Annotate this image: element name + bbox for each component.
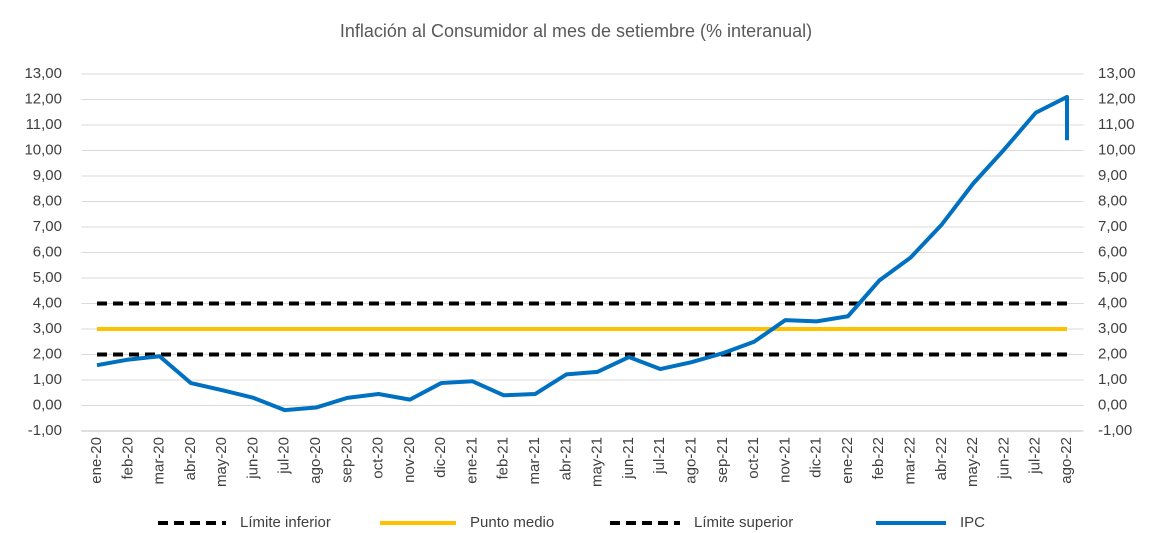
x-tick-label: abr-20 — [182, 437, 199, 480]
y2-tick-label: 13,00 — [1098, 65, 1136, 82]
y2-tick-label: 0,00 — [1098, 396, 1127, 413]
x-tick-label: ago-20 — [307, 437, 324, 484]
x-tick-label: mar-20 — [151, 437, 168, 485]
x-tick-label: sep-21 — [714, 437, 731, 483]
x-tick-label: ago-21 — [682, 437, 699, 484]
x-tick-label: sep-20 — [338, 437, 355, 483]
y-tick-label: -1,00 — [28, 422, 62, 439]
y2-tick-label: 1,00 — [1098, 371, 1127, 388]
y-tick-label: 9,00 — [33, 167, 62, 184]
x-tick-label: feb-21 — [495, 437, 512, 480]
y2-tick-label: 7,00 — [1098, 218, 1127, 235]
x-tick-label: dic-20 — [432, 437, 449, 478]
y-tick-label: 8,00 — [33, 192, 62, 209]
x-tick-label: jun-22 — [995, 437, 1012, 480]
y-tick-label: 0,00 — [33, 396, 62, 413]
y-tick-label: 2,00 — [33, 345, 62, 362]
y2-tick-label: 12,00 — [1098, 90, 1136, 107]
x-tick-label: mar-22 — [902, 437, 919, 485]
x-tick-label: may-20 — [213, 437, 230, 487]
chart-title: Inflación al Consumidor al mes de setiem… — [340, 21, 812, 41]
legend-label: IPC — [960, 514, 985, 531]
x-tick-label: mar-21 — [526, 437, 543, 485]
y-tick-label: 7,00 — [33, 218, 62, 235]
x-tick-label: abr-21 — [557, 437, 574, 480]
legend-label: Límite superior — [694, 514, 793, 531]
x-tick-label: jul-22 — [1027, 437, 1044, 475]
x-tick-label: nov-20 — [401, 437, 418, 483]
x-tick-label: nov-21 — [776, 437, 793, 483]
x-tick-label: may-21 — [589, 437, 606, 487]
x-tick-label: abr-22 — [933, 437, 950, 480]
series-line — [96, 94, 1069, 413]
x-tick-label: jul-20 — [276, 437, 293, 475]
x-tick-label: oct-21 — [745, 437, 762, 479]
x-tick-label: ene-22 — [839, 437, 856, 484]
x-tick-label: dic-21 — [808, 437, 825, 478]
y-tick-label: 6,00 — [33, 243, 62, 260]
y2-tick-label: 6,00 — [1098, 243, 1127, 260]
y2-tick-label: 2,00 — [1098, 345, 1127, 362]
x-tick-label: jun-20 — [244, 437, 261, 480]
y-tick-label: 12,00 — [24, 90, 62, 107]
x-tick-label: may-22 — [964, 437, 981, 487]
x-tick-label: ago-22 — [1058, 437, 1075, 484]
y2-tick-label: 8,00 — [1098, 192, 1127, 209]
y-tick-label: 11,00 — [26, 116, 62, 133]
y2-tick-label: 5,00 — [1098, 269, 1127, 286]
y2-tick-label: 10,00 — [1098, 141, 1136, 158]
y2-tick-label: 9,00 — [1098, 167, 1127, 184]
y-tick-label: 10,00 — [24, 141, 62, 158]
x-tick-label: ene-21 — [463, 437, 480, 484]
y2-tick-label: -1,00 — [1098, 422, 1132, 439]
y2-tick-label: 11,00 — [1098, 116, 1134, 133]
y-tick-label: 4,00 — [33, 294, 62, 311]
x-tick-label: oct-20 — [370, 437, 387, 479]
y-tick-label: 1,00 — [33, 371, 62, 388]
x-tick-label: jun-21 — [620, 437, 637, 480]
x-tick-label: feb-20 — [119, 437, 136, 480]
legend-label: Límite inferior — [240, 514, 331, 531]
y-tick-label: 13,00 — [24, 65, 62, 82]
y2-tick-label: 3,00 — [1098, 320, 1127, 337]
legend-label: Punto medio — [470, 514, 554, 531]
y2-tick-label: 4,00 — [1098, 294, 1127, 311]
y-tick-label: 3,00 — [33, 320, 62, 337]
y-tick-label: 5,00 — [33, 269, 62, 286]
x-tick-label: feb-22 — [870, 437, 887, 480]
x-tick-label: ene-20 — [88, 437, 105, 484]
x-tick-label: jul-21 — [651, 437, 668, 475]
